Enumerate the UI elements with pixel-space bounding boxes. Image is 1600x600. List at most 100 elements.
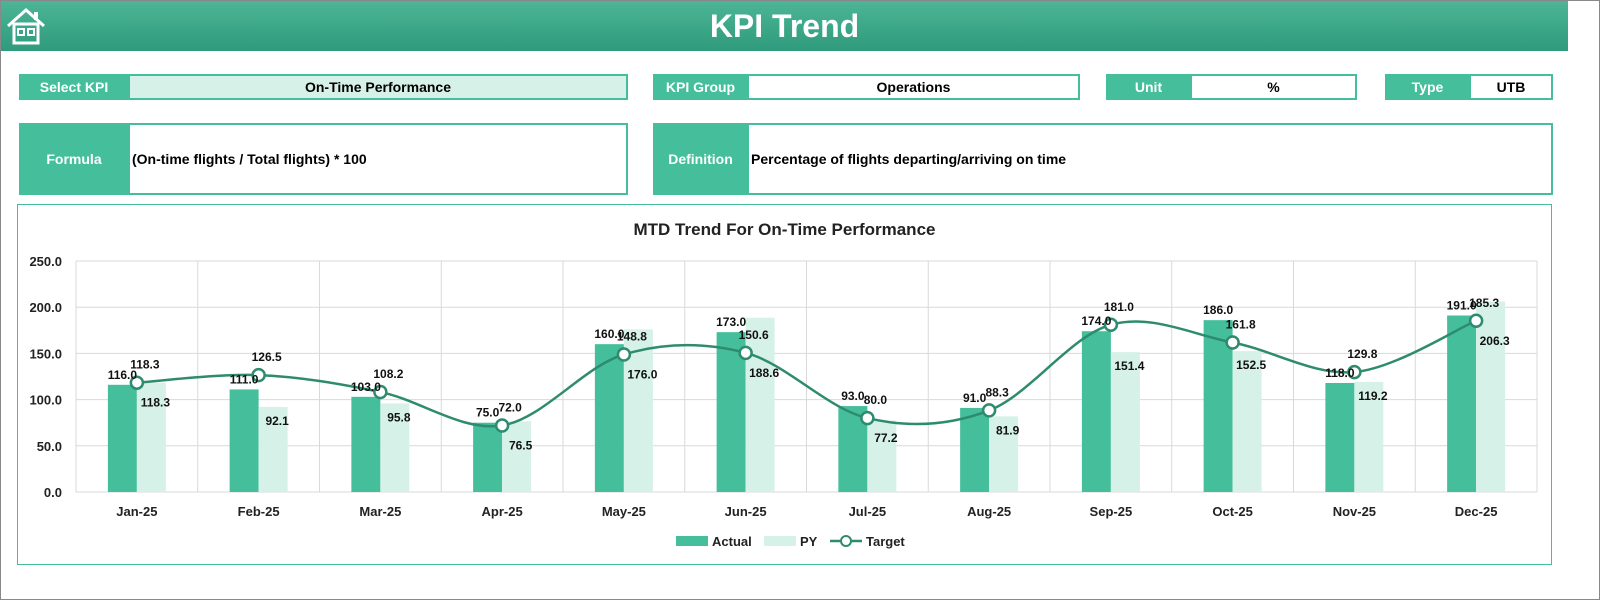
chart-title: MTD Trend For On-Time Performance (633, 220, 936, 239)
bar-py (258, 406, 288, 492)
target-marker (616, 347, 632, 362)
data-label-actual: 111.0 (230, 372, 259, 386)
data-label-actual: 174.0 (1081, 314, 1111, 328)
data-label-py: 152.5 (1236, 358, 1266, 372)
target-marker (1103, 317, 1119, 333)
type-label: Type (1385, 74, 1470, 100)
data-label-actual: 160.0 (594, 327, 624, 341)
data-label-actual: 116.0 (108, 368, 138, 382)
bar-actual (107, 384, 137, 492)
target-marker (981, 403, 997, 418)
target-marker (738, 345, 753, 361)
data-label-target: 88.3 (985, 385, 1009, 399)
y-tick-label: 200.0 (29, 300, 62, 315)
select-kpi-dropdown[interactable]: On-Time Performance (128, 74, 628, 100)
y-tick-label: 250.0 (29, 254, 62, 269)
bar-actual (1325, 382, 1355, 492)
data-label-py: 118.3 (141, 396, 171, 410)
bar-py (502, 421, 532, 492)
bar-actual (1447, 315, 1477, 492)
x-tick-label: Dec-25 (1455, 504, 1498, 519)
bar-py (1110, 352, 1140, 492)
x-tick-label: May-25 (602, 504, 646, 519)
home-icon[interactable] (6, 7, 46, 45)
type-value: UTB (1469, 74, 1553, 100)
y-tick-label: 100.0 (29, 393, 62, 408)
x-tick-label: Aug-25 (967, 504, 1011, 519)
unit-value: % (1190, 74, 1357, 100)
definition-label: Definition (653, 123, 748, 195)
bar-actual (351, 396, 381, 492)
target-marker (251, 367, 266, 383)
bar-py (745, 317, 775, 492)
data-label-target: 126.5 (252, 350, 282, 364)
data-label-py: 95.8 (387, 410, 411, 424)
data-label-target: 129.8 (1347, 347, 1377, 361)
x-tick-label: Jul-25 (849, 504, 887, 519)
bar-py (867, 420, 897, 492)
data-label-py: 206.3 (1480, 334, 1510, 348)
target-line (136, 319, 1477, 428)
x-tick-label: Apr-25 (482, 504, 523, 519)
bar-py (989, 416, 1019, 492)
data-label-py: 188.6 (749, 366, 779, 380)
x-tick-label: Oct-25 (1212, 504, 1252, 519)
y-tick-label: 0.0 (44, 485, 62, 500)
data-label-target: 108.2 (373, 367, 403, 381)
bar-actual (1203, 320, 1233, 492)
data-label-py: 151.4 (1114, 359, 1144, 373)
unit-label: Unit (1106, 74, 1191, 100)
page-title: KPI Trend (709, 8, 860, 44)
bar-actual (229, 389, 259, 492)
bar-actual (960, 407, 990, 492)
page-title-bar: KPI Trend (1, 1, 1568, 51)
x-tick-label: Jan-25 (116, 504, 157, 519)
data-label-target: 80.0 (864, 393, 888, 407)
target-marker (1468, 313, 1484, 329)
kpi-group-value: Operations (747, 74, 1080, 100)
data-label-target: 161.8 (1226, 317, 1256, 331)
data-label-actual: 173.0 (716, 315, 746, 329)
data-label-target: 185.3 (1469, 296, 1499, 310)
target-marker (373, 384, 388, 400)
formula-value: (On-time flights / Total flights) * 100 (128, 123, 628, 195)
bar-actual (716, 332, 746, 492)
data-label-py: 176.0 (627, 368, 657, 382)
data-label-target: 181.0 (1104, 300, 1134, 314)
target-marker (129, 375, 145, 390)
data-label-target: 150.6 (739, 328, 769, 342)
data-label-actual: 91.0 (963, 391, 987, 405)
select-kpi-label: Select KPI (19, 74, 129, 100)
x-tick-label: Feb-25 (238, 504, 280, 519)
legend-label-target: Target (866, 534, 905, 549)
target-marker (860, 410, 875, 426)
data-label-actual: 186.0 (1203, 303, 1233, 317)
bar-actual (594, 344, 624, 492)
bar-py (1354, 381, 1384, 492)
bar-py (380, 403, 410, 492)
data-label-target: 72.0 (498, 400, 522, 414)
y-tick-label: 50.0 (37, 439, 62, 454)
x-tick-label: Sep-25 (1090, 504, 1133, 519)
bar-actual (473, 422, 503, 492)
y-tick-label: 150.0 (29, 346, 62, 361)
legend-swatch-actual (676, 536, 708, 546)
chart-svg: 0.0 50.0 100.0 150.0 200.0 250.0 Jan-25 Feb-25 M… (29, 254, 1538, 549)
data-label-actual: 191.0 (1447, 299, 1477, 313)
trend-chart: MTD Trend For On-Time Performance 0.0 50.… (17, 204, 1552, 565)
bar-py (1232, 351, 1262, 492)
data-label-py: 119.2 (1358, 389, 1388, 403)
data-label-actual: 103.0 (351, 380, 381, 394)
kpi-group-label: KPI Group (653, 74, 748, 100)
legend-label-py: PY (800, 534, 818, 549)
data-label-py: 76.5 (509, 438, 533, 452)
data-label-target: 148.8 (617, 330, 647, 344)
data-label-actual: 118.0 (1325, 366, 1355, 380)
x-tick-label: Jun-25 (725, 504, 767, 519)
data-label-target: 118.3 (130, 358, 160, 372)
legend-label-actual: Actual (712, 534, 752, 549)
bar-py (136, 382, 166, 492)
target-marker (1347, 364, 1362, 380)
x-tick-label: Nov-25 (1333, 504, 1376, 519)
target-marker (494, 418, 510, 433)
